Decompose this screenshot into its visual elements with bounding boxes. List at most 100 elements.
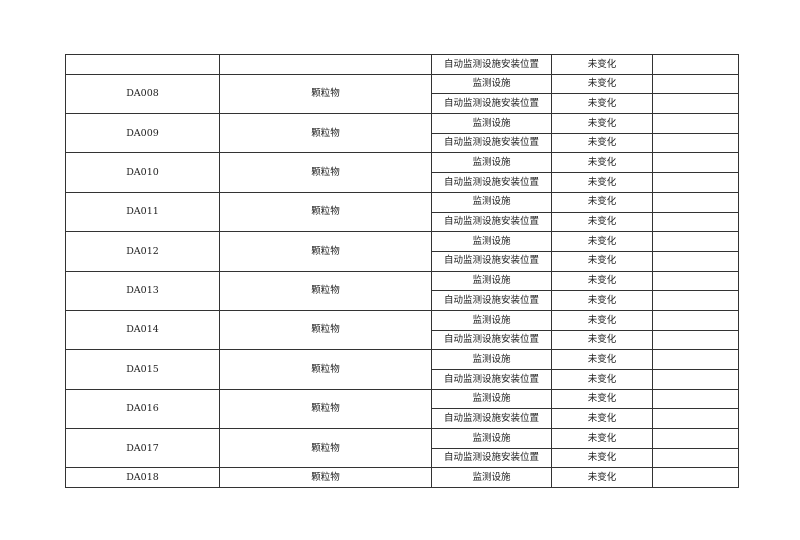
pollutant-cell: 颗粒物 <box>219 231 432 272</box>
table-row: DA014 颗粒物 监测设施 未变化 <box>65 309 739 351</box>
status-cell: 未变化 <box>551 408 653 430</box>
status-cell: 未变化 <box>551 329 653 351</box>
note-cell <box>652 408 739 430</box>
note-cell <box>652 428 739 449</box>
status-cell: 未变化 <box>551 467 653 489</box>
status-cell: 未变化 <box>551 172 653 193</box>
note-cell <box>652 231 739 252</box>
item-cell: 监测设施 <box>431 191 552 213</box>
table-row: DA013 颗粒物 监测设施 未变化 <box>65 270 739 311</box>
item-cell: 监测设施 <box>431 428 552 449</box>
note-cell <box>652 270 739 292</box>
table-row: DA015 颗粒物 监测设施 未变化 <box>65 349 739 390</box>
pollutant-cell: 颗粒物 <box>219 309 432 351</box>
item-cell: 监测设施 <box>431 309 552 331</box>
table-row: 自动监测设施安装位置 未变化 <box>66 93 739 115</box>
item-cell: 自动监测设施安装位置 <box>431 447 552 469</box>
pollutant-cell <box>219 54 432 75</box>
table-row: 自动监测设施安装位置 未变化 <box>66 172 739 193</box>
status-cell: 未变化 <box>551 388 653 410</box>
status-cell: 未变化 <box>551 231 653 252</box>
outlet-cell <box>65 54 220 75</box>
table-row: DA012 颗粒物 监测设施 未变化 <box>65 231 739 272</box>
status-cell: 未变化 <box>551 211 653 233</box>
pollutant-cell: 颗粒物 <box>219 467 432 489</box>
outlet-cell: DA016 <box>65 388 220 430</box>
note-cell <box>652 132 739 154</box>
status-cell: 未变化 <box>551 349 653 370</box>
status-cell: 未变化 <box>551 132 653 154</box>
item-cell: 监测设施 <box>431 467 552 489</box>
pollutant-cell: 颗粒物 <box>219 270 432 311</box>
status-cell: 未变化 <box>551 93 653 115</box>
item-cell: 自动监测设施安装位置 <box>431 369 552 390</box>
table-row: 自动监测设施安装位置 未变化 <box>66 369 739 390</box>
table-row: 自动监测设施安装位置 未变化 <box>65 54 739 75</box>
status-cell: 未变化 <box>551 447 653 469</box>
note-cell <box>652 329 739 351</box>
pollutant-cell: 颗粒物 <box>219 349 432 390</box>
item-cell: 自动监测设施安装位置 <box>431 290 552 311</box>
note-cell <box>652 172 739 193</box>
item-cell: 自动监测设施安装位置 <box>431 211 552 233</box>
pollutant-cell: 颗粒物 <box>219 191 432 233</box>
pollutant-cell: 颗粒物 <box>219 73 432 115</box>
table-row: DA009 颗粒物 监测设施 未变化 <box>65 113 739 154</box>
outlet-cell: DA011 <box>65 191 220 233</box>
note-cell <box>652 250 739 272</box>
status-cell: 未变化 <box>551 428 653 449</box>
item-cell: 监测设施 <box>431 270 552 292</box>
note-cell <box>652 152 739 174</box>
status-cell: 未变化 <box>551 250 653 272</box>
item-cell: 自动监测设施安装位置 <box>431 172 552 193</box>
note-cell <box>652 309 739 331</box>
table-row: 自动监测设施安装位置 未变化 <box>66 329 739 351</box>
table-row: DA018 颗粒物 监测设施 未变化 <box>65 467 739 489</box>
table-row: 自动监测设施安装位置 未变化 <box>66 408 739 430</box>
outlet-cell: DA015 <box>65 349 220 390</box>
note-cell <box>652 113 739 134</box>
status-cell: 未变化 <box>551 73 653 95</box>
item-cell: 监测设施 <box>431 152 552 174</box>
table-row: DA017 颗粒物 监测设施 未变化 <box>65 428 739 469</box>
status-cell: 未变化 <box>551 309 653 331</box>
pollutant-cell: 颗粒物 <box>219 152 432 193</box>
pollutant-cell: 颗粒物 <box>219 428 432 469</box>
status-cell: 未变化 <box>551 152 653 174</box>
pollutant-cell: 颗粒物 <box>219 388 432 430</box>
item-cell: 自动监测设施安装位置 <box>431 408 552 430</box>
status-cell: 未变化 <box>551 369 653 390</box>
item-cell: 监测设施 <box>431 73 552 95</box>
note-cell <box>652 349 739 370</box>
table-row: DA008 颗粒物 监测设施 未变化 <box>65 73 739 115</box>
note-cell <box>652 211 739 233</box>
item-cell: 监测设施 <box>431 231 552 252</box>
outlet-cell: DA017 <box>65 428 220 469</box>
note-cell <box>652 290 739 311</box>
item-cell: 自动监测设施安装位置 <box>431 250 552 272</box>
status-cell: 未变化 <box>551 191 653 213</box>
table-row: 自动监测设施安装位置 未变化 <box>66 211 739 233</box>
item-cell: 自动监测设施安装位置 <box>431 132 552 154</box>
table-row: DA010 颗粒物 监测设施 未变化 <box>65 152 739 193</box>
table-row: 自动监测设施安装位置 未变化 <box>66 250 739 272</box>
outlet-cell: DA008 <box>65 73 220 115</box>
note-cell <box>652 467 739 489</box>
outlet-cell: DA013 <box>65 270 220 311</box>
item-cell: 自动监测设施安装位置 <box>431 93 552 115</box>
item-cell: 监测设施 <box>431 388 552 410</box>
item-cell: 监测设施 <box>431 349 552 370</box>
table-row: DA011 颗粒物 监测设施 未变化 <box>65 191 739 233</box>
item-cell: 自动监测设施安装位置 <box>431 54 552 75</box>
status-cell: 未变化 <box>551 113 653 134</box>
item-cell: 自动监测设施安装位置 <box>431 329 552 351</box>
table-row: 自动监测设施安装位置 未变化 <box>66 447 739 469</box>
status-cell: 未变化 <box>551 54 653 75</box>
note-cell <box>652 369 739 390</box>
note-cell <box>652 54 739 75</box>
pollutant-cell: 颗粒物 <box>219 113 432 154</box>
status-cell: 未变化 <box>551 270 653 292</box>
table-row: 自动监测设施安装位置 未变化 <box>66 290 739 311</box>
note-cell <box>652 93 739 115</box>
monitoring-facilities-table: 自动监测设施安装位置 未变化 DA008 颗粒物 监测设施 未变化 自动监测设施安装位置… <box>65 54 739 489</box>
